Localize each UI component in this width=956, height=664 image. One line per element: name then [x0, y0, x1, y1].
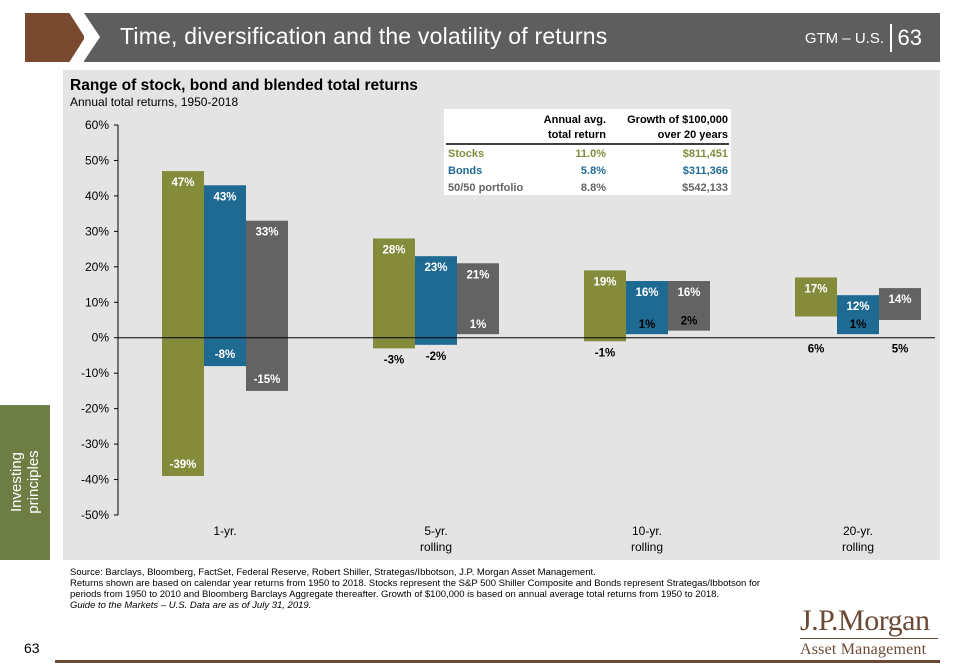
y-tick-label: 20% — [85, 260, 109, 274]
y-tick-label: 60% — [85, 118, 109, 132]
y-tick-label: 50% — [85, 153, 109, 167]
logo-subtitle: Asset Management — [800, 641, 927, 658]
bar-50-50-portfolio-3 — [668, 281, 710, 331]
y-tick-label: -20% — [81, 402, 109, 416]
category-label: 20-yr. — [843, 524, 873, 538]
data-label-low: -1% — [595, 347, 615, 359]
chart-title: Range of stock, bond and blended total r… — [70, 77, 418, 94]
bar-bonds-4 — [837, 295, 879, 335]
bar-stocks-1 — [162, 171, 204, 476]
table-row-avg: 8.8% — [581, 182, 606, 194]
table-row-avg: 5.8% — [581, 165, 606, 177]
bar-50-50-portfolio-2 — [457, 263, 499, 335]
footnote-guide: Guide to the Markets – U.S. Data are as … — [70, 600, 312, 611]
data-label-low: 6% — [808, 344, 825, 356]
header-page-number: 63 — [897, 25, 922, 50]
bar-50-50-portfolio-4 — [879, 288, 921, 320]
summary-table-bg — [444, 109, 731, 195]
data-label-low: -2% — [426, 351, 446, 363]
category-label-line2: rolling — [842, 540, 874, 554]
footer-rule — [55, 660, 940, 663]
category-label-line2: rolling — [631, 540, 663, 554]
data-label-low: 2% — [681, 316, 698, 328]
data-label-high: 43% — [213, 191, 236, 203]
footer-page-number: 63 — [24, 640, 40, 656]
page-title: Time, diversification and the volatility… — [120, 23, 608, 49]
table-header-avg-l1: Annual avg. — [544, 114, 606, 126]
table-header-growth-l1: Growth of $100,000 — [627, 114, 728, 126]
category-label: 10-yr. — [632, 524, 662, 538]
data-label-high: 28% — [382, 244, 405, 256]
y-tick-label: -30% — [81, 437, 109, 451]
data-label-high: 16% — [677, 287, 700, 299]
bar-bonds-1 — [204, 185, 246, 367]
data-label-low: 1% — [850, 319, 867, 331]
y-tick-label: -50% — [81, 508, 109, 522]
data-label-high: 23% — [424, 262, 447, 274]
footnote-method: Returns shown are based on calendar year… — [70, 578, 761, 600]
y-tick-label: -40% — [81, 473, 109, 487]
data-label-high: 16% — [635, 287, 658, 299]
data-label-low: -3% — [384, 354, 404, 366]
gtm-label: GTM – U.S. — [804, 30, 884, 47]
sidebar-label-line1: Investing — [8, 451, 25, 513]
bar-bonds-2 — [415, 256, 457, 345]
data-label-low: 1% — [639, 319, 656, 331]
title-chevron — [84, 13, 100, 61]
category-label: 5-yr. — [424, 524, 447, 538]
title-bar: Time, diversification and the volatility… — [84, 13, 940, 62]
table-header-avg-l2: total return — [548, 129, 606, 141]
y-tick-label: -10% — [81, 366, 109, 380]
data-label-low: 1% — [470, 319, 487, 331]
sidebar-label-line2: principles — [25, 450, 42, 514]
table-row-name: 50/50 portfolio — [448, 182, 523, 194]
data-label-low: 5% — [892, 344, 909, 356]
chart-subtitle: Annual total returns, 1950-2018 — [70, 95, 238, 109]
sidebar-tab: Investing principles — [0, 405, 50, 560]
logo-wordmark: J.P.Morgan — [800, 604, 930, 637]
data-label-high: 14% — [888, 294, 911, 306]
jpmorgan-logo: J.P.Morgan Asset Management — [800, 606, 938, 659]
title-separator — [890, 24, 892, 52]
table-row-growth: $811,451 — [683, 148, 728, 160]
footnote-source: Source: Barclays, Bloomberg, FactSet, Fe… — [70, 567, 596, 578]
logo-rule — [800, 638, 938, 639]
bar-50-50-portfolio-1 — [246, 220, 288, 391]
data-label-high: 17% — [804, 283, 827, 295]
table-row-name: Stocks — [448, 148, 484, 160]
y-tick-label: 40% — [85, 189, 109, 203]
y-tick-label: 0% — [92, 331, 110, 345]
category-label-line2: rolling — [420, 540, 452, 554]
table-row-avg: 11.0% — [575, 148, 606, 160]
data-label-high: 21% — [466, 269, 489, 281]
data-label-high: 19% — [593, 276, 616, 288]
table-header-growth-l2: over 20 years — [658, 129, 728, 141]
footnotes: Source: Barclays, Bloomberg, FactSet, Fe… — [70, 567, 790, 611]
data-label-high: 33% — [255, 227, 278, 239]
sidebar-label: Investing principles — [8, 450, 42, 513]
bar-stocks-2 — [373, 238, 415, 349]
data-label-low: -15% — [254, 374, 281, 386]
category-label: 1-yr. — [213, 524, 236, 538]
data-label-high: 47% — [171, 177, 194, 189]
data-label-low: -39% — [170, 459, 197, 471]
bar-stocks-4 — [795, 277, 837, 317]
y-tick-label: 30% — [85, 224, 109, 238]
y-tick-label: 10% — [85, 295, 109, 309]
table-row-growth: $311,366 — [683, 165, 728, 177]
bar-bonds-3 — [626, 281, 668, 335]
bar-stocks-3 — [584, 270, 626, 342]
table-row-name: Bonds — [448, 165, 482, 177]
data-label-low: -8% — [215, 349, 235, 361]
table-row-growth: $542,133 — [682, 182, 728, 194]
data-label-high: 12% — [846, 301, 869, 313]
